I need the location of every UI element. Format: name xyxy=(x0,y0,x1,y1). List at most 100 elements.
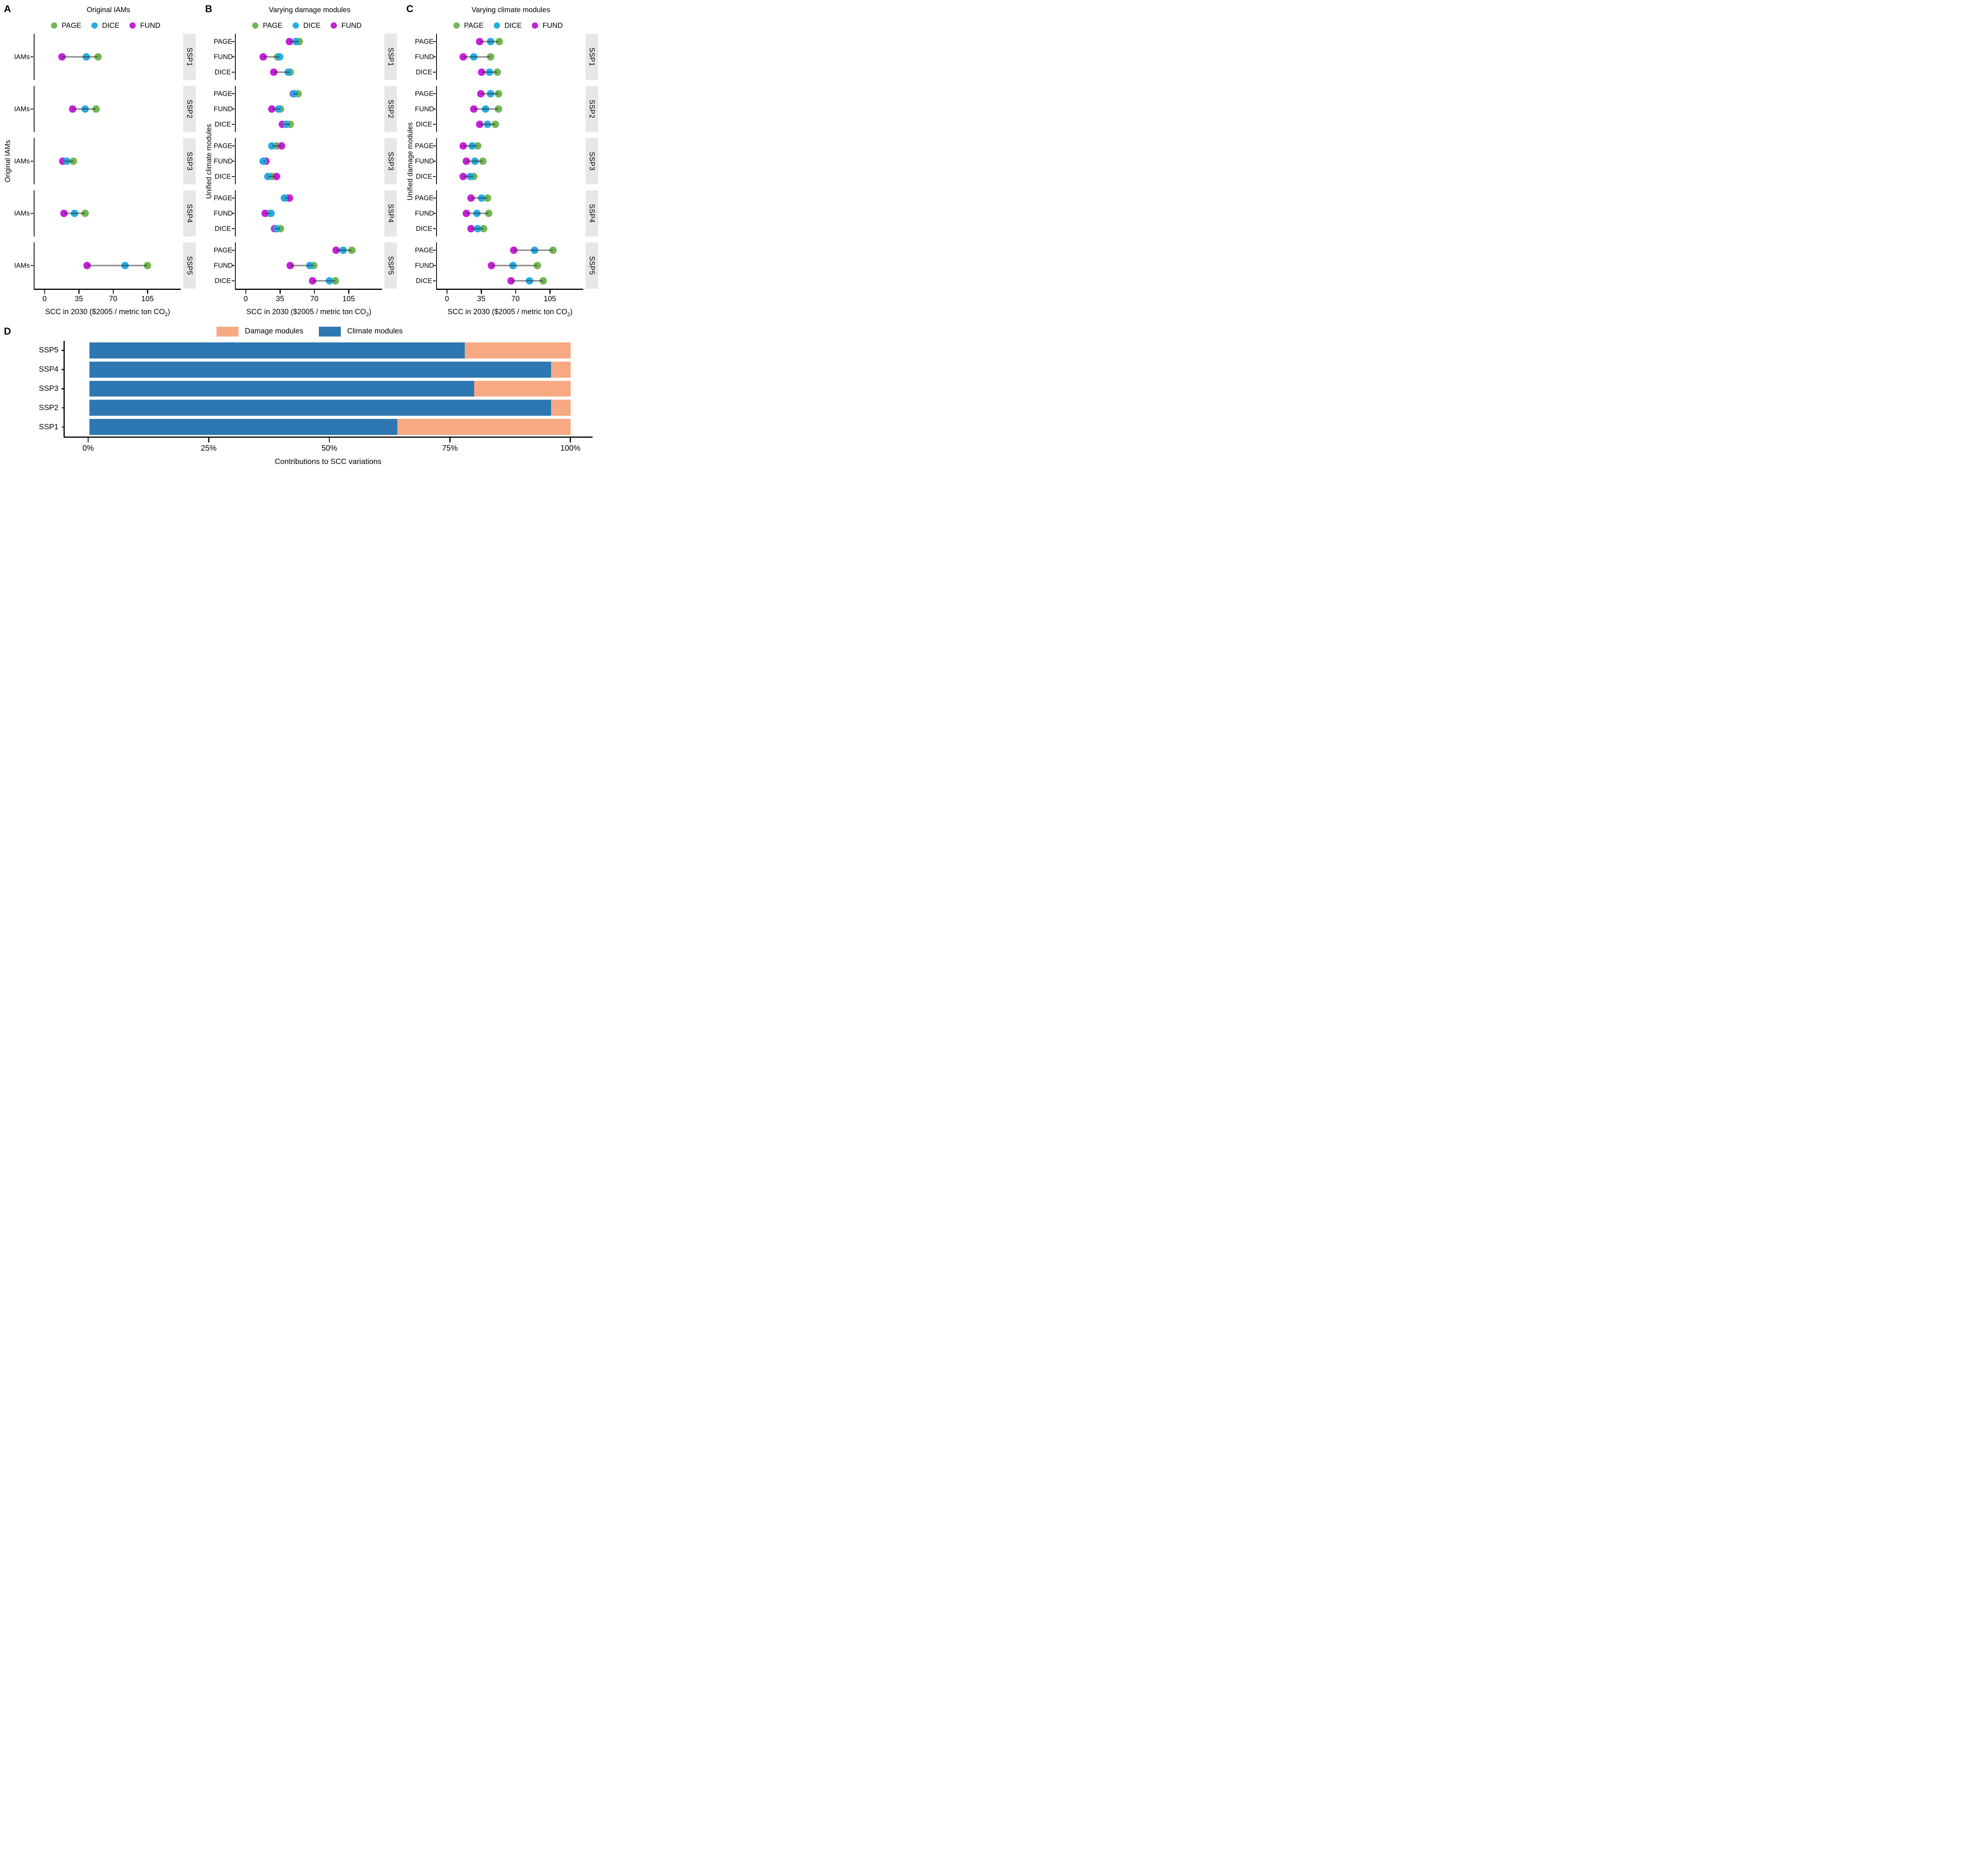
row-track xyxy=(437,273,583,289)
legend-label: DICE xyxy=(504,21,522,29)
data-point-page xyxy=(144,262,151,269)
panel-a-legend: PAGE DICE FUND xyxy=(16,17,196,34)
d-x-tick-mark xyxy=(208,438,209,442)
range-connector xyxy=(63,160,74,162)
d-x-tick-mark xyxy=(329,438,330,442)
x-tick-label: 105 xyxy=(141,295,154,303)
legend-item-page: PAGE xyxy=(51,21,81,30)
d-y-tick-mark xyxy=(62,388,65,389)
facet-strip-ssp1: SSP1 xyxy=(384,34,397,80)
row-tick xyxy=(232,56,235,57)
range-connector xyxy=(87,265,148,266)
legend-dot-dice-icon xyxy=(91,22,98,29)
data-point-dice xyxy=(267,209,275,217)
legend-dot-fund-icon xyxy=(532,22,538,29)
x-tick-label: 0 xyxy=(244,295,248,303)
facet-strip-ssp2: SSP2 xyxy=(586,86,598,132)
legend-item-page: PAGE xyxy=(252,21,282,30)
row-label-dice: DICE xyxy=(215,224,231,233)
panel-b-facets: PAGE FUND DICE SSP1 PAGE FUND DICE SSP2 PAGE FUND… xyxy=(214,34,397,289)
legend-label: FUND xyxy=(140,21,160,29)
facet-ssp3: PAGE FUND DICE SSP3 xyxy=(214,138,397,184)
row-track xyxy=(437,49,583,64)
row-track xyxy=(236,273,382,289)
d-segment-damage xyxy=(551,361,571,378)
row-tick xyxy=(433,265,436,266)
row-label-fund: FUND xyxy=(214,209,233,217)
range-connector xyxy=(272,108,281,110)
row-track xyxy=(437,169,583,184)
panel-c-x-axis: 0 35 70 105 xyxy=(436,289,583,307)
facet-ssp4: IAMs SSP4 xyxy=(13,190,196,237)
legend-label: FUND xyxy=(542,21,563,29)
panel-a-title: Original IAMs xyxy=(86,5,131,14)
facet-ssp4: PAGE FUND DICE SSP4 xyxy=(415,190,598,237)
panel-a-header: A Original IAMs xyxy=(4,4,196,17)
legend-dot-dice-icon xyxy=(494,22,500,29)
d-bar-label-ssp1: SSP1 xyxy=(39,422,58,431)
facet-ssp3: IAMs SSP3 xyxy=(13,138,196,184)
data-point-fund xyxy=(278,142,286,150)
facet-rows xyxy=(34,242,181,289)
row-label-iams: IAMs xyxy=(14,209,30,217)
data-point-page xyxy=(495,90,502,98)
facet-strip-ssp4: SSP4 xyxy=(586,190,598,237)
legend-label: PAGE xyxy=(62,21,82,29)
range-connector xyxy=(336,249,352,251)
facet-rows xyxy=(34,34,181,80)
data-point-page xyxy=(69,157,77,165)
x-tick-mark xyxy=(314,290,315,294)
facet-ssp1: PAGE FUND DICE SSP1 xyxy=(214,34,397,80)
facet-ssp2: IAMs SSP2 xyxy=(13,86,196,132)
facet-strip-label: SSP5 xyxy=(387,256,395,275)
range-connector xyxy=(463,145,478,147)
row-tick xyxy=(232,265,235,266)
x-tick-label: 35 xyxy=(75,295,83,303)
row-tick xyxy=(232,213,235,214)
range-connector xyxy=(313,280,335,282)
range-connector xyxy=(273,71,291,73)
x-tick-mark xyxy=(113,290,114,294)
range-connector xyxy=(480,40,500,42)
d-segment-damage xyxy=(397,419,571,435)
d-segment-damage xyxy=(551,400,571,416)
d-x-tick-label: 50% xyxy=(321,444,337,453)
legend-item-dice: DICE xyxy=(293,21,320,30)
x-tick-mark xyxy=(549,290,551,294)
d-y-tick-mark xyxy=(62,369,65,370)
panel-c-varying-climate: C Varying climate modules PAGE DICE FUND U… xyxy=(406,4,598,320)
row-tick xyxy=(232,176,235,177)
facet-strip-ssp5: SSP5 xyxy=(183,242,196,289)
x-tick-mark xyxy=(245,290,246,294)
row-track xyxy=(437,117,583,132)
facet-ssp1: PAGE FUND DICE SSP1 xyxy=(415,34,598,80)
panel-b-plot-body: Unified climate modules PAGE FUND DICE SSP1… xyxy=(205,34,397,289)
data-point-page xyxy=(480,225,488,233)
range-connector xyxy=(511,280,544,282)
legend-label: PAGE xyxy=(263,21,283,29)
row-label-page: PAGE xyxy=(214,89,233,97)
panel-d-x-axis: 0% 25% 50% 75% 100% xyxy=(64,437,593,457)
data-point-page xyxy=(94,53,102,61)
row-label-fund: FUND xyxy=(415,209,434,217)
row-track xyxy=(437,242,583,258)
range-connector xyxy=(290,264,314,266)
panel-d-bar-plot: SSP5 SSP4 SSP3 SSP2 SSP1 xyxy=(39,341,593,437)
row-label-dice: DICE xyxy=(215,120,231,128)
facet-strip-label: SSP2 xyxy=(588,99,596,119)
facet-strip-label: SSP4 xyxy=(387,204,395,223)
row-track xyxy=(236,242,382,258)
d-bar-label-ssp5: SSP5 xyxy=(39,346,58,355)
range-connector xyxy=(480,93,498,95)
row-tick xyxy=(433,228,436,229)
row-tick xyxy=(232,249,235,251)
facet-ssp4: PAGE FUND DICE SSP4 xyxy=(214,190,397,237)
row-label-page: PAGE xyxy=(415,193,434,202)
row-tick xyxy=(433,72,436,73)
row-track xyxy=(236,65,382,80)
panel-d-x-axis-label: Contributions to SCC variations xyxy=(275,457,382,466)
row-label-dice: DICE xyxy=(215,68,231,76)
d-y-tick-mark xyxy=(62,407,65,409)
d-segment-damage xyxy=(464,342,571,358)
facet-rows xyxy=(235,190,382,237)
